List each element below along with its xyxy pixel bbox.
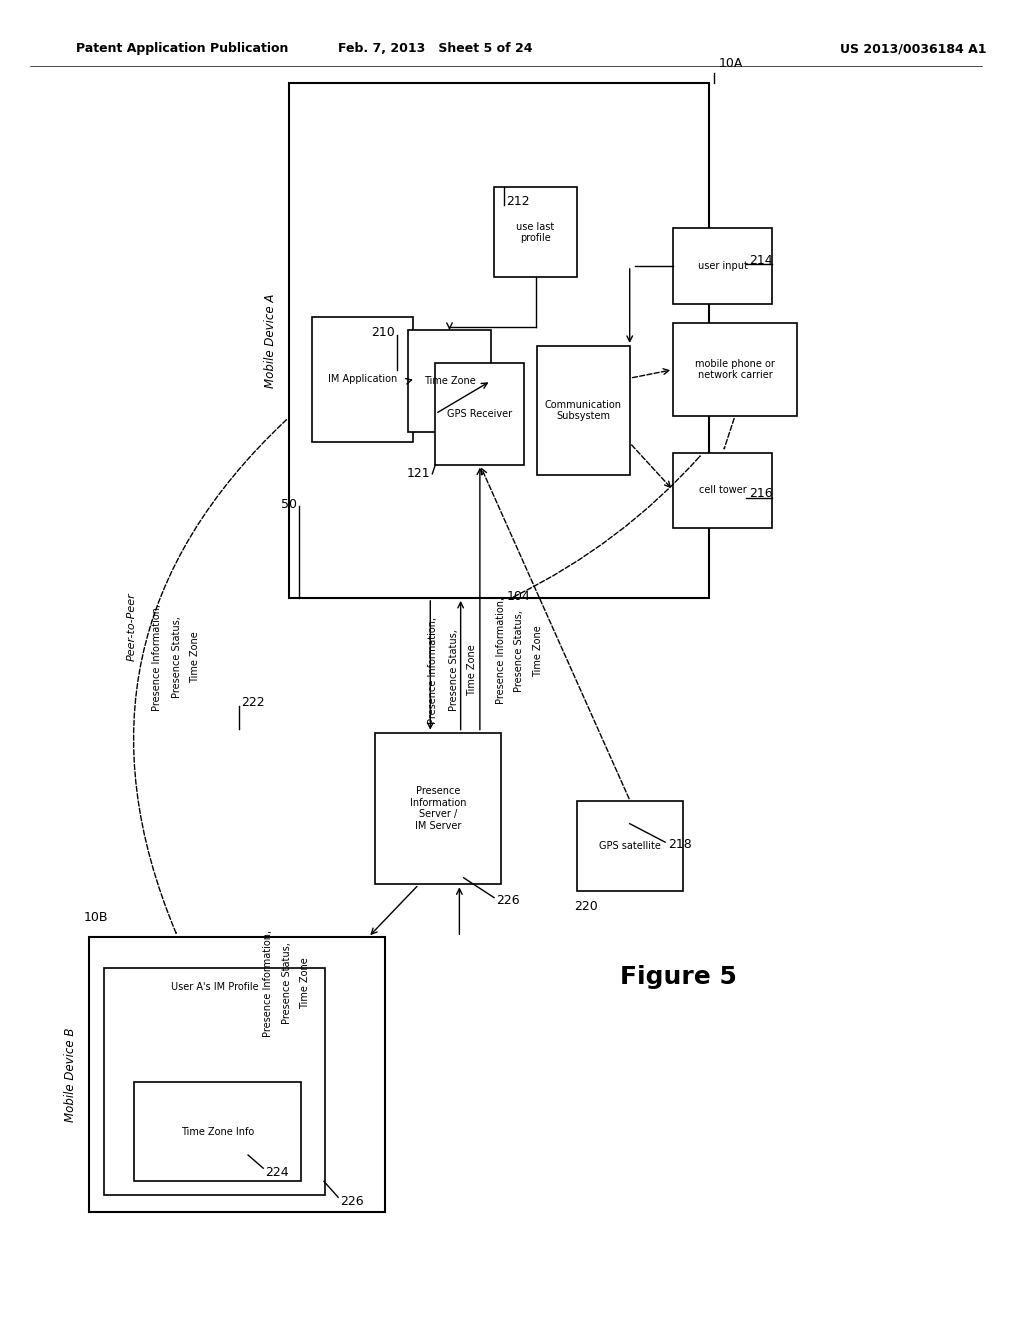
Text: 104: 104 xyxy=(506,590,530,603)
Bar xyxy=(673,228,772,304)
Bar xyxy=(289,83,709,598)
Bar xyxy=(673,323,797,416)
Text: Time Zone: Time Zone xyxy=(467,644,477,697)
Text: mobile phone or
network carrier: mobile phone or network carrier xyxy=(695,359,775,380)
Text: 50: 50 xyxy=(281,498,297,511)
Text: Presence Information,: Presence Information, xyxy=(497,597,506,705)
Text: 121: 121 xyxy=(407,467,430,480)
Text: 226: 226 xyxy=(340,1195,364,1208)
Text: 216: 216 xyxy=(750,487,773,500)
Text: Figure 5: Figure 5 xyxy=(620,965,736,989)
Text: 222: 222 xyxy=(241,696,264,709)
Text: GPS satellite: GPS satellite xyxy=(599,841,662,851)
FancyArrowPatch shape xyxy=(133,420,287,933)
Text: user input: user input xyxy=(698,261,748,271)
Bar xyxy=(537,346,630,475)
Text: Presence Information,: Presence Information, xyxy=(263,929,273,1038)
FancyArrowPatch shape xyxy=(724,418,734,449)
Text: Time Zone: Time Zone xyxy=(190,631,201,684)
Bar xyxy=(375,733,501,884)
Text: Presence Status,: Presence Status, xyxy=(172,616,182,698)
Text: GPS Receiver: GPS Receiver xyxy=(447,409,512,418)
Text: Presence Information,: Presence Information, xyxy=(428,616,438,725)
FancyArrowPatch shape xyxy=(514,455,700,597)
Text: Feb. 7, 2013   Sheet 5 of 24: Feb. 7, 2013 Sheet 5 of 24 xyxy=(338,42,532,55)
Text: use last
profile: use last profile xyxy=(516,222,555,243)
Bar xyxy=(89,937,385,1212)
Text: 10B: 10B xyxy=(84,911,109,924)
Bar xyxy=(578,801,683,891)
Text: US 2013/0036184 A1: US 2013/0036184 A1 xyxy=(841,42,987,55)
Bar xyxy=(408,330,492,432)
Bar xyxy=(104,968,325,1195)
Text: 226: 226 xyxy=(496,894,520,907)
Bar xyxy=(494,187,578,277)
Text: Presence Status,: Presence Status, xyxy=(449,630,459,711)
Text: User A's IM Profile: User A's IM Profile xyxy=(171,982,258,993)
Text: Communication
Subsystem: Communication Subsystem xyxy=(545,400,622,421)
Text: 220: 220 xyxy=(574,900,598,913)
Text: 214: 214 xyxy=(750,253,773,267)
Text: cell tower: cell tower xyxy=(699,486,746,495)
Text: Time Zone: Time Zone xyxy=(300,957,309,1010)
Text: 212: 212 xyxy=(506,195,529,209)
Text: Presence Status,: Presence Status, xyxy=(514,610,524,692)
Text: Presence
Information
Server /
IM Server: Presence Information Server / IM Server xyxy=(410,787,466,830)
Text: 10A: 10A xyxy=(719,57,743,70)
Bar xyxy=(134,1082,301,1181)
Bar xyxy=(435,363,524,465)
Text: Patent Application Publication: Patent Application Publication xyxy=(76,42,289,55)
Text: Mobile Device A: Mobile Device A xyxy=(264,293,276,388)
Text: Presence Status,: Presence Status, xyxy=(282,942,292,1024)
Text: Time Zone: Time Zone xyxy=(532,624,543,677)
Text: Time Zone: Time Zone xyxy=(424,376,475,385)
Text: IM Application: IM Application xyxy=(328,375,397,384)
Text: Time Zone Info: Time Zone Info xyxy=(180,1127,254,1137)
Text: Presence Information,: Presence Information, xyxy=(152,603,162,711)
Text: Mobile Device B: Mobile Device B xyxy=(65,1027,78,1122)
Text: 224: 224 xyxy=(265,1166,289,1179)
Text: Peer-to-Peer: Peer-to-Peer xyxy=(127,593,136,661)
Text: 218: 218 xyxy=(669,838,692,851)
Bar xyxy=(673,453,772,528)
Text: 210: 210 xyxy=(371,326,395,339)
Bar xyxy=(312,317,413,442)
